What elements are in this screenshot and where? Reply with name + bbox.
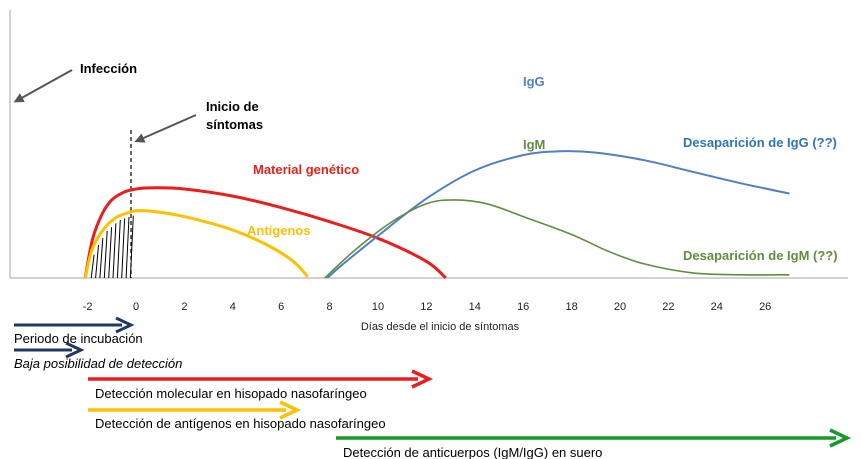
arrow-periodo-incubacion xyxy=(14,316,135,334)
presymptomatic-hatching xyxy=(90,215,134,279)
x-tick-label: 10 xyxy=(372,301,384,313)
hatch-line xyxy=(103,230,108,279)
annotation-infeccion: Infección xyxy=(80,61,137,76)
series-igm-line xyxy=(324,199,790,279)
annotation-inicio-sintomas-arrow xyxy=(134,114,197,143)
x-tick-label: 20 xyxy=(614,301,626,313)
x-tick-label: -2 xyxy=(83,301,93,313)
text-deteccion-molecular: Detección molecular en hisopado nasofarí… xyxy=(95,386,367,401)
arrow-baja-posibilidad xyxy=(14,341,85,359)
label-desaparicion-igm: Desaparición de IgM (??) xyxy=(683,248,838,263)
series-igg-line xyxy=(326,150,790,279)
hatch-line xyxy=(108,227,113,279)
x-tick-label: 6 xyxy=(278,301,284,313)
x-tick-label: 14 xyxy=(469,301,481,313)
x-tick-label: 18 xyxy=(565,301,577,313)
x-tick-label: 12 xyxy=(420,301,432,313)
x-tick-label: 16 xyxy=(517,301,529,313)
x-tick-label: 24 xyxy=(711,301,723,313)
hatch-line xyxy=(129,215,134,279)
label-material-genetico: Material genético xyxy=(253,162,359,177)
series-material-genetico-line xyxy=(83,186,447,280)
x-tick-label: 2 xyxy=(181,301,187,313)
x-axis-label: Días desde el inicio de síntomas xyxy=(361,321,520,333)
arrow-deteccion-molecular xyxy=(88,369,434,389)
text-periodo-incubacion: Periodo de incubación xyxy=(14,331,143,346)
hatch-line xyxy=(112,223,117,279)
hatch-line xyxy=(116,219,121,279)
label-igm: IgM xyxy=(523,137,545,152)
x-tick-label: 0 xyxy=(133,301,139,313)
annotation-inicio-sintomas-line2: síntomas xyxy=(206,117,263,132)
text-baja-posibilidad: Baja posibilidad de detección xyxy=(14,356,182,371)
x-tick-label: 22 xyxy=(662,301,674,313)
series-layer xyxy=(83,150,790,280)
hatch-line xyxy=(125,216,130,279)
hatch-line xyxy=(99,237,104,279)
hatch-line xyxy=(90,254,95,279)
text-deteccion-anticuerpos: Detección de anticuerpos (IgM/IgG) en su… xyxy=(343,445,602,459)
series-antigenos-line xyxy=(83,209,309,279)
annotation-inicio-sintomas-line1: Inicio de xyxy=(206,99,259,114)
x-tick-label: 8 xyxy=(327,301,333,313)
arrow-deteccion-antigenos xyxy=(88,400,302,420)
text-deteccion-antigenos: Detección de antígenos en hisopado nasof… xyxy=(95,416,386,431)
label-igg: IgG xyxy=(523,74,545,89)
x-tick-label: 26 xyxy=(759,301,771,313)
label-desaparicion-igg: Desaparición de IgG (??) xyxy=(683,135,837,150)
hatch-line xyxy=(121,218,126,279)
annotation-infeccion-arrow xyxy=(13,69,73,103)
label-antigenos: Antígenos xyxy=(247,223,311,238)
x-tick-label: 4 xyxy=(230,301,236,313)
arrow-deteccion-anticuerpos xyxy=(336,428,852,448)
hatch-line xyxy=(95,244,99,279)
